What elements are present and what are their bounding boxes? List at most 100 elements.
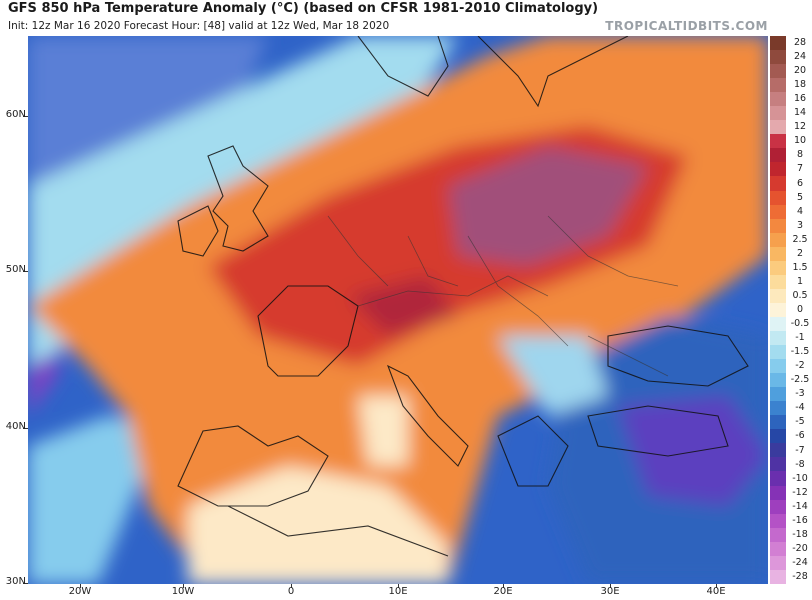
colorbar-swatch: [770, 443, 786, 458]
colorbar-swatch: [770, 373, 786, 388]
colorbar-label: 7: [796, 163, 804, 175]
source-credit: TROPICALTIDBITS.COM: [605, 19, 768, 33]
colorbar-swatch: [770, 401, 786, 416]
lon-tick-30e: [610, 584, 611, 588]
colorbar-swatch: [770, 190, 786, 205]
colorbar-label: -0.5: [790, 318, 810, 330]
colorbar-swatch: [770, 330, 786, 346]
iberia: [177, 425, 329, 507]
colorbar-label: -2: [795, 360, 805, 372]
colorbar-label: -1: [795, 332, 805, 344]
colorbar-swatch: [770, 302, 786, 317]
colorbar-label: -3: [795, 388, 805, 400]
lon-label-20e: 20E: [493, 586, 513, 597]
lat-label-50n: 50N: [5, 264, 26, 275]
colorbar-swatch: [770, 527, 786, 542]
lon-label-20w: 20W: [68, 586, 92, 597]
anomaly-field: [28, 36, 768, 584]
colorbar-swatch: [770, 541, 786, 556]
alpine-anomaly: [348, 276, 458, 336]
colorbar-label: 14: [793, 107, 807, 119]
colorbar-swatch: [770, 246, 786, 261]
colorbar-swatch: [770, 162, 786, 177]
forecast-info: Init: 12z Mar 16 2020 Forecast Hour: [48…: [8, 20, 390, 32]
colorbar-label: 28: [793, 37, 807, 49]
colorbar-swatch: [770, 485, 786, 500]
colorbar-swatch: [770, 78, 786, 93]
colorbar-swatch: [770, 288, 786, 303]
colorbar-swatch: [770, 359, 786, 374]
colorbar-label: -1.5: [790, 346, 810, 358]
adriatic-neutral: [358, 396, 408, 466]
colorbar-label: 10: [793, 135, 807, 147]
colorbar-swatch: [770, 415, 786, 430]
scandinavia-south: [357, 36, 449, 97]
lon-label-10w: 10W: [171, 586, 195, 597]
colorbar-label: -6: [795, 430, 805, 442]
colorbar-swatch: [770, 92, 786, 107]
colorbar-label: -5: [795, 416, 805, 428]
lon-label-30e: 30E: [600, 586, 620, 597]
colorbar-label: -12: [792, 486, 808, 498]
colorbar-swatch: [770, 513, 786, 528]
north-africa-neutral: [188, 466, 448, 584]
colorbar-label: -28: [792, 570, 808, 582]
colorbar-label: 3: [796, 219, 804, 231]
lon-tick-40e: [716, 584, 717, 588]
lon-label-10e: 10E: [388, 586, 408, 597]
colorbar-label: -18: [792, 528, 808, 540]
colorbar-swatch: [770, 555, 786, 570]
greece: [497, 415, 569, 487]
colorbar-label: 2.5: [792, 233, 808, 245]
baltic-coast: [477, 36, 629, 108]
colorbar-swatch: [770, 120, 786, 135]
lon-tick-10e: [398, 584, 399, 588]
colorbar-label: 16: [793, 93, 807, 105]
colorbar-label: 1.5: [792, 261, 808, 273]
colorbar-swatch: [770, 457, 786, 472]
lon-tick-10w: [183, 584, 184, 588]
colorbar-label: 5: [796, 191, 804, 203]
extreme-anomaly: [448, 146, 648, 266]
colorbar-swatch: [770, 471, 786, 486]
colorbar-swatch: [770, 345, 786, 360]
lon-tick-0: [291, 584, 292, 588]
balkan-cool: [498, 336, 608, 416]
colorbar-label: -2.5: [790, 374, 810, 386]
colorbar-swatch: [770, 176, 786, 191]
turkey-purple-anomaly: [618, 396, 768, 506]
lat-label-30n: 30N: [5, 576, 26, 587]
colorbar-swatch: [770, 106, 786, 121]
colorbar-label: -10: [792, 472, 808, 484]
colorbar-swatch: [770, 274, 786, 289]
colorbar-swatch: [770, 387, 786, 402]
colorbar-label: 6: [796, 177, 804, 189]
colorbar-swatch: [770, 218, 786, 233]
turkey: [587, 405, 729, 457]
colorbar-label: -14: [792, 500, 808, 512]
colorbar-label: -4: [795, 402, 805, 414]
lat-tick-50n: [23, 271, 28, 272]
lon-tick-20w: [80, 584, 81, 588]
colorbar-label: -24: [792, 556, 808, 568]
colorbar: [770, 36, 786, 584]
colorbar-swatch: [770, 134, 786, 149]
country-borders: [327, 215, 679, 377]
lat-tick-60n: [23, 116, 28, 117]
lon-label-40e: 40E: [706, 586, 726, 597]
lon-label-0: 0: [287, 586, 295, 597]
colorbar-swatch: [770, 64, 786, 79]
colorbar-label: 4: [796, 205, 804, 217]
ireland: [177, 205, 219, 257]
colorbar-label: 18: [793, 79, 807, 91]
anomaly-map: [28, 36, 768, 584]
south-atlantic-cool: [28, 416, 158, 584]
great-britain: [207, 145, 269, 252]
lon-tick-20e: [503, 584, 504, 588]
colorbar-swatch: [770, 232, 786, 247]
map-title: GFS 850 hPa Temperature Anomaly (°C) (ba…: [8, 1, 599, 16]
colorbar-label: 24: [793, 51, 807, 63]
colorbar-swatch: [770, 316, 786, 331]
colorbar-swatch: [770, 50, 786, 65]
colorbar-label: 12: [793, 121, 807, 133]
